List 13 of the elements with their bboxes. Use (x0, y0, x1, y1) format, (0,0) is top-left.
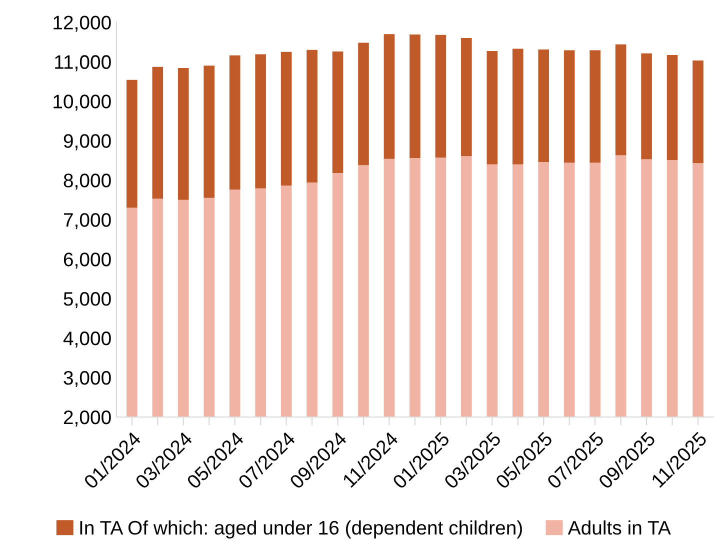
y-tick-label: 9,000 (64, 134, 111, 150)
y-tick-label: 12,000 (54, 16, 111, 32)
y-tick-label: 2,000 (64, 410, 111, 427)
y-tick-label: 7,000 (64, 213, 111, 230)
y-tick-label: 6,000 (64, 252, 111, 269)
legend-label: Adults in TA (568, 520, 671, 535)
y-tick-label: 3,000 (64, 370, 111, 388)
y-tick-label: 11,000 (55, 55, 111, 72)
y-tick-label: 10,000 (54, 94, 111, 111)
y-tick-label: 5,000 (64, 292, 111, 308)
legend-label: In TA Of which: aged under 16 (dependent children) (80, 520, 522, 538)
y-tick-label: 8,000 (64, 174, 111, 190)
y-tick-label: 4,000 (63, 332, 111, 348)
